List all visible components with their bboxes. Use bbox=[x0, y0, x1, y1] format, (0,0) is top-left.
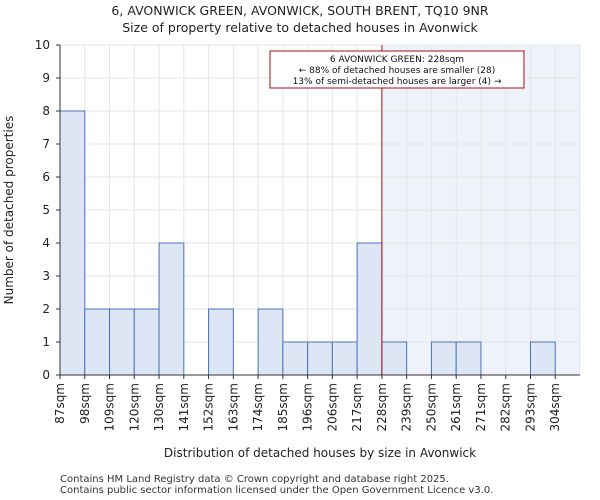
y-tick-label: 1 bbox=[42, 335, 50, 349]
x-axis-label: Distribution of detached houses by size … bbox=[164, 446, 476, 460]
annotation-line-3: 13% of semi-detached houses are larger (… bbox=[293, 77, 502, 87]
x-tick-label: 152sqm bbox=[202, 383, 216, 431]
y-tick-label: 7 bbox=[42, 137, 50, 151]
y-tick-label: 10 bbox=[35, 38, 50, 52]
bar-174sqm bbox=[257, 308, 284, 376]
y-tick-label: 6 bbox=[42, 170, 50, 184]
annotation-box bbox=[269, 50, 525, 89]
x-tick-label: 98sqm bbox=[78, 383, 92, 424]
y-tick-label: 8 bbox=[42, 104, 50, 118]
bar-98sqm bbox=[84, 308, 111, 376]
y-tick-label: 9 bbox=[42, 71, 50, 85]
y-tick-label: 3 bbox=[42, 269, 50, 283]
bar-120sqm bbox=[133, 308, 160, 376]
x-tick-label: 120sqm bbox=[127, 383, 141, 431]
x-tick-label: 130sqm bbox=[152, 383, 166, 431]
x-tick-label: 228sqm bbox=[375, 383, 389, 431]
y-axis-label: Number of detached properties bbox=[2, 116, 16, 305]
bar-130sqm bbox=[158, 242, 185, 376]
y-tick-label: 5 bbox=[42, 203, 50, 217]
x-tick-label: 217sqm bbox=[350, 383, 364, 431]
bar-152sqm bbox=[208, 308, 234, 376]
x-tick-label: 293sqm bbox=[523, 383, 537, 431]
bar-250sqm bbox=[430, 341, 457, 376]
y-tick-label: 2 bbox=[42, 302, 50, 316]
footer-copyright: Contains HM Land Registry data © Crown c… bbox=[60, 474, 449, 485]
bar-228sqm bbox=[381, 341, 408, 376]
bar-185sqm bbox=[282, 341, 309, 376]
chart-title: 6, AVONWICK GREEN, AVONWICK, SOUTH BRENT… bbox=[111, 3, 489, 18]
x-tick-label: 185sqm bbox=[276, 383, 290, 431]
x-tick-label: 271sqm bbox=[474, 383, 488, 431]
x-tick-label: 196sqm bbox=[301, 383, 315, 431]
annotation-line-2: ← 88% of detached houses are smaller (28… bbox=[299, 66, 496, 76]
x-tick-label: 87sqm bbox=[53, 383, 67, 424]
x-tick-label: 206sqm bbox=[325, 383, 339, 431]
annotation-line-1: 6 AVONWICK GREEN: 228sqm bbox=[330, 55, 464, 65]
y-tick-label: 4 bbox=[42, 236, 50, 250]
bar-293sqm bbox=[529, 341, 556, 376]
x-tick-label: 163sqm bbox=[226, 383, 240, 431]
x-tick-label: 239sqm bbox=[400, 383, 414, 431]
x-tick-label: 250sqm bbox=[424, 383, 438, 431]
x-tick-label: 141sqm bbox=[177, 383, 191, 431]
bar-206sqm bbox=[331, 341, 358, 376]
chart-subtitle: Size of property relative to detached ho… bbox=[122, 20, 478, 35]
bar-87sqm bbox=[59, 110, 86, 376]
x-tick-label: 282sqm bbox=[499, 383, 513, 431]
footer-licence: Contains public sector information licen… bbox=[60, 485, 494, 496]
x-tick-label: 109sqm bbox=[103, 383, 117, 431]
x-tick-label: 261sqm bbox=[449, 383, 463, 431]
bar-109sqm bbox=[109, 308, 135, 376]
bar-261sqm bbox=[455, 341, 482, 376]
x-tick-label: 304sqm bbox=[548, 383, 562, 431]
bar-217sqm bbox=[356, 242, 383, 376]
x-tick-label: 174sqm bbox=[251, 383, 265, 431]
y-tick-label: 0 bbox=[42, 368, 50, 382]
bar-196sqm bbox=[307, 341, 333, 376]
